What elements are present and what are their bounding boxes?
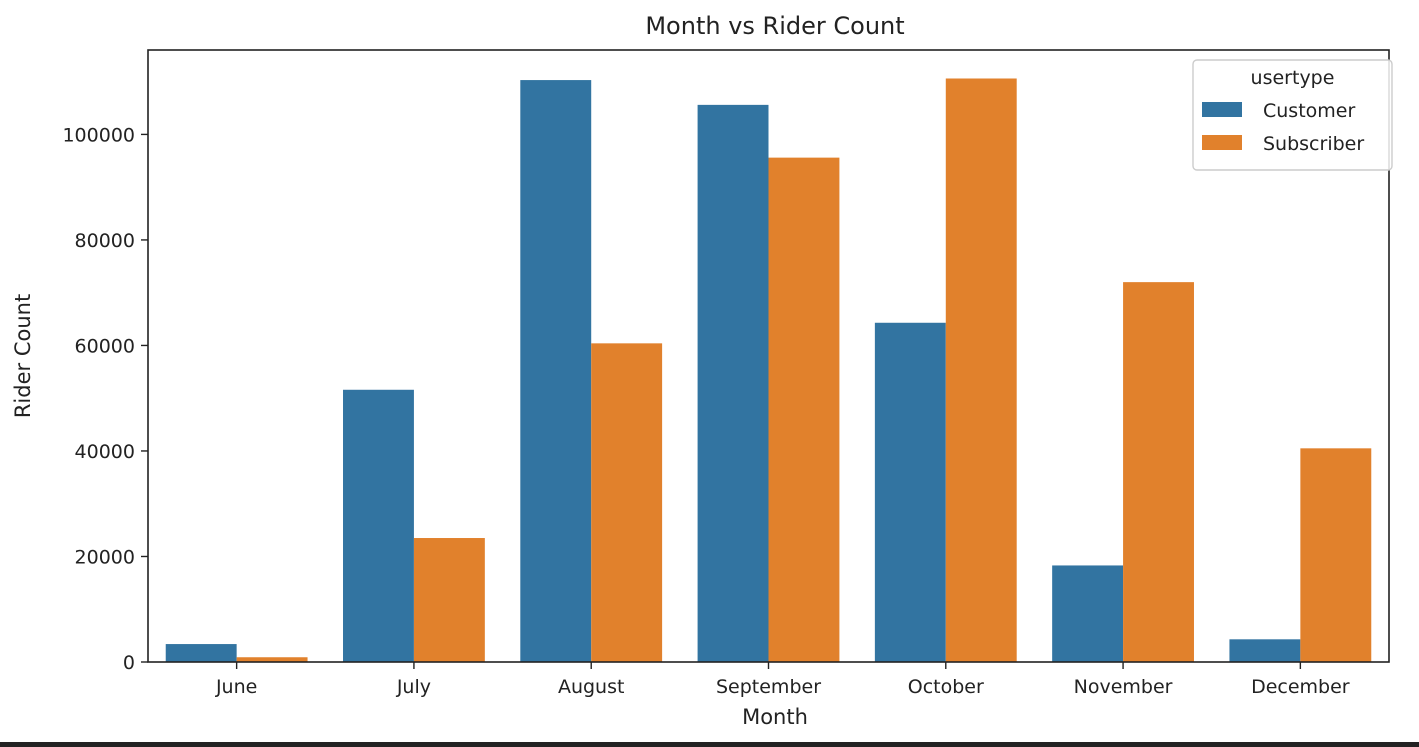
legend-label-customer: Customer [1263, 100, 1355, 122]
bar-subscriber-june [236, 657, 308, 662]
legend: usertype Customer Subscriber [1192, 59, 1393, 171]
x-tick-label: October [908, 676, 984, 698]
bar-subscriber-october [945, 78, 1017, 663]
x-axis-label: Month [742, 705, 808, 729]
y-tick-label: 20000 [75, 546, 135, 568]
y-tick-label: 80000 [75, 230, 135, 252]
bar-customer-october [874, 322, 946, 662]
bar-customer-june [165, 644, 237, 662]
x-tick-label: September [716, 676, 821, 698]
y-axis: 0 20000 40000 60000 80000 100000 [62, 124, 148, 674]
bar-customer-december [1229, 639, 1301, 662]
legend-swatch-customer [1202, 102, 1242, 117]
bar-subscriber-september [768, 157, 840, 662]
plot-frame [147, 49, 1390, 663]
bottom-border [0, 742, 1419, 747]
legend-swatch-subscriber [1202, 135, 1242, 150]
y-tick-label: 100000 [62, 124, 135, 146]
bar-customer-september [697, 104, 769, 663]
y-tick-label: 60000 [75, 335, 135, 357]
x-tick-label: December [1251, 676, 1350, 698]
bar-subscriber-november [1123, 282, 1194, 662]
x-tick-label: November [1074, 676, 1173, 698]
y-tick-label: 0 [123, 652, 135, 674]
y-axis-label: Rider Count [11, 294, 35, 418]
bar-subscriber-july [413, 538, 485, 662]
y-tick-label: 40000 [75, 441, 135, 463]
bar-customer-august [520, 80, 592, 662]
x-tick-label: August [558, 676, 625, 698]
legend-title: usertype [1251, 67, 1335, 89]
bar-subscriber-august [591, 343, 663, 662]
x-axis: June July August September October November De… [215, 662, 1350, 698]
x-tick-label: July [396, 676, 431, 698]
chart-title: Month vs Rider Count [645, 12, 904, 40]
x-tick-label: June [215, 676, 257, 698]
legend-box [1192, 59, 1393, 171]
bar-subscriber-december [1300, 448, 1372, 662]
bars-group [165, 78, 1372, 663]
bar-customer-november [1052, 565, 1124, 662]
bar-customer-july [343, 389, 414, 662]
legend-label-subscriber: Subscriber [1263, 133, 1364, 155]
